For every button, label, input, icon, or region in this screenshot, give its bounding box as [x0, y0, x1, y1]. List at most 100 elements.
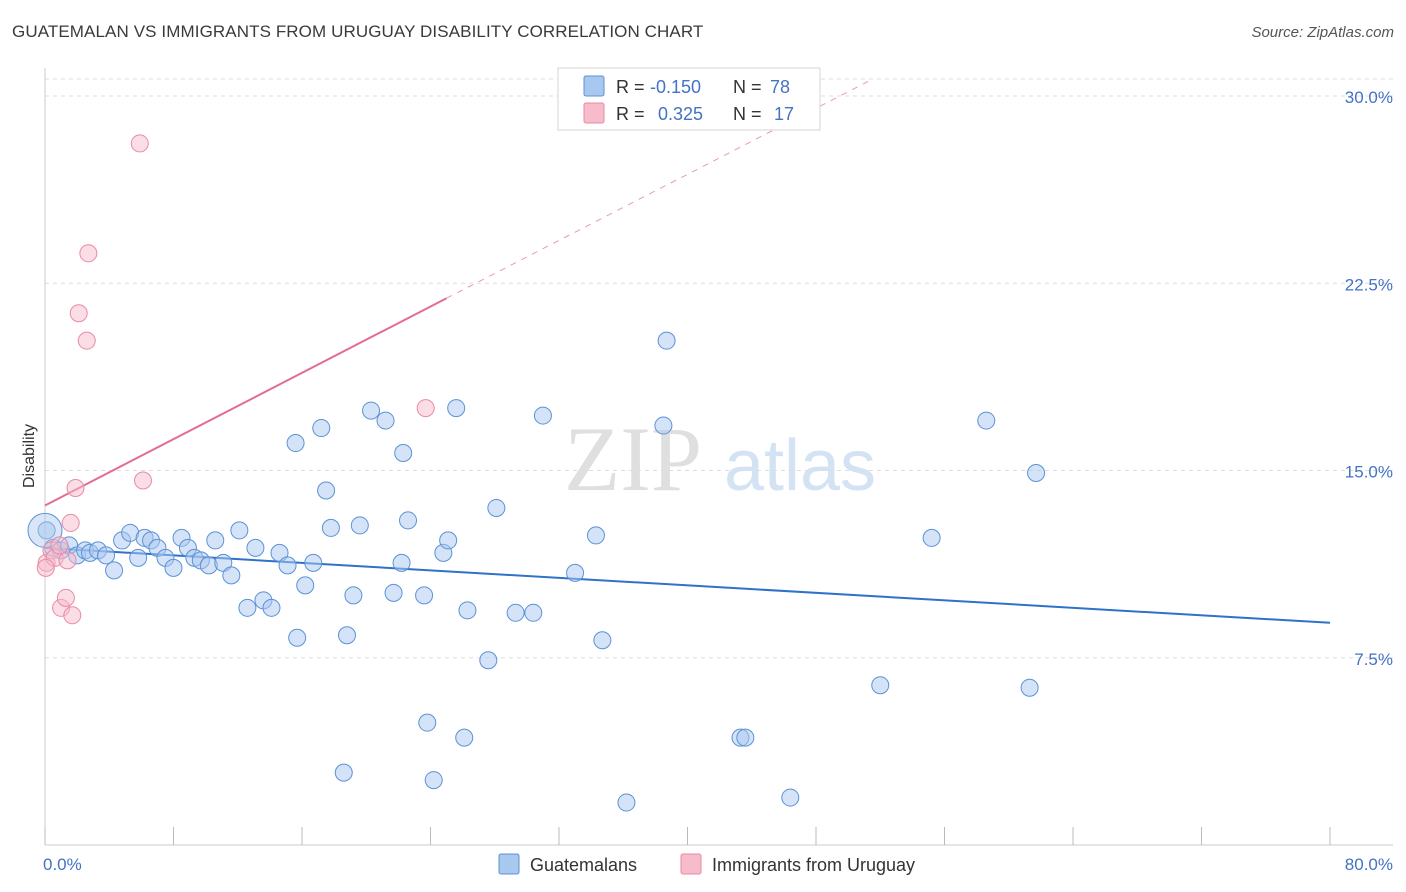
point-guatemalans — [337, 626, 356, 645]
y-axis-label: Disability — [21, 424, 38, 488]
legend-r-label-1: R = — [616, 77, 645, 97]
bottom-swatch-uruguay — [680, 853, 702, 875]
bottom-legend-uruguay: Immigrants from Uruguay — [712, 855, 915, 875]
point-guatemalans — [424, 771, 443, 790]
point-guatemalans — [278, 556, 297, 575]
point-guatemalans — [586, 526, 605, 545]
point-guatemalans — [593, 631, 612, 650]
point-guatemalans — [262, 598, 281, 617]
point-guatemalans — [1020, 678, 1039, 697]
point-guatemalans — [222, 566, 241, 585]
point-guatemalans — [1027, 463, 1046, 482]
legend-n-label-2: N = — [733, 104, 762, 124]
point-uruguay — [66, 478, 85, 497]
point-guatemalans — [334, 763, 353, 782]
legend-n-label-1: N = — [733, 77, 762, 97]
point-guatemalans — [321, 518, 340, 537]
point-uruguay — [61, 513, 80, 532]
point-guatemalans — [312, 419, 331, 438]
point-guatemalans — [286, 434, 305, 453]
point-guatemalans — [922, 528, 941, 547]
point-guatemalans — [238, 598, 257, 617]
point-uruguay — [133, 471, 152, 490]
axes — [44, 68, 1393, 846]
point-guatemalans — [394, 444, 413, 463]
legend-n-value-2: 17 — [774, 104, 794, 124]
point-guatemalans — [392, 553, 411, 572]
legend-r-label-2: R = — [616, 104, 645, 124]
point-guatemalans — [206, 531, 225, 550]
bottom-legend-guatemalans: Guatemalans — [530, 855, 637, 875]
point-guatemalans — [566, 563, 585, 582]
legend-swatch-uruguay — [583, 102, 605, 124]
trend-line-guatemalans — [44, 546, 1331, 624]
point-uruguay — [63, 606, 82, 625]
point-guatemalans — [977, 411, 996, 430]
point-guatemalans — [447, 399, 466, 418]
point-guatemalans — [246, 538, 265, 557]
source-label: Source: ZipAtlas.com — [1251, 24, 1394, 41]
bottom-swatch-guatemalans — [498, 853, 520, 875]
point-guatemalans — [230, 521, 249, 540]
point-guatemalans — [415, 586, 434, 605]
point-guatemalans — [97, 546, 116, 565]
point-guatemalans — [506, 603, 525, 622]
point-guatemalans — [362, 401, 381, 420]
y-tick-label-0: 7.5% — [1354, 650, 1393, 669]
point-uruguay — [79, 244, 98, 263]
point-guatemalans — [105, 561, 124, 580]
tick-labels: 7.5% 15.0% 22.5% 30.0% 0.0% 80.0% — [43, 88, 1393, 874]
point-guatemalans — [871, 676, 890, 695]
point-guatemalans — [524, 603, 543, 622]
point-guatemalans — [344, 586, 363, 605]
y-tick-label-2: 22.5% — [1345, 275, 1393, 294]
data-points — [27, 134, 1046, 812]
point-guatemalans — [164, 558, 183, 577]
point-guatemalans — [296, 576, 315, 595]
point-uruguay — [416, 399, 435, 418]
point-guatemalans — [439, 531, 458, 550]
watermark-atlas: atlas — [724, 426, 876, 506]
x-tick-label-max: 80.0% — [1345, 855, 1393, 874]
point-guatemalans — [418, 713, 437, 732]
point-guatemalans — [37, 521, 56, 540]
point-uruguay — [130, 134, 149, 153]
legend-r-value-1: -0.150 — [650, 77, 701, 97]
point-uruguay — [50, 536, 69, 555]
chart-title: GUATEMALAN VS IMMIGRANTS FROM URUGUAY DI… — [12, 22, 704, 41]
point-guatemalans — [617, 793, 636, 812]
trend-lines — [44, 80, 1331, 624]
point-guatemalans — [288, 628, 307, 647]
series-legend: Guatemalans Immigrants from Uruguay — [498, 853, 915, 875]
point-uruguay — [58, 551, 77, 570]
point-uruguay — [56, 588, 75, 607]
legend-r-value-2: 0.325 — [658, 104, 703, 124]
point-uruguay — [77, 331, 96, 350]
legend-swatch-guatemalans — [583, 75, 605, 97]
point-guatemalans — [376, 411, 395, 430]
trend-line-uruguay — [44, 297, 448, 507]
y-tick-label-1: 15.0% — [1345, 463, 1393, 482]
watermark: ZIP atlas — [564, 408, 876, 510]
point-guatemalans — [479, 651, 498, 670]
point-guatemalans — [384, 583, 403, 602]
grid-lines — [45, 78, 1393, 659]
watermark-zip: ZIP — [564, 408, 702, 510]
legend-n-value-1: 78 — [770, 77, 790, 97]
point-uruguay — [69, 304, 88, 323]
y-tick-label-3: 30.0% — [1345, 88, 1393, 107]
point-guatemalans — [399, 511, 418, 530]
point-guatemalans — [654, 416, 673, 435]
point-guatemalans — [487, 498, 506, 517]
correlation-legend: R = -0.150 N = 78 R = 0.325 N = 17 — [557, 67, 821, 131]
x-tick-label-min: 0.0% — [43, 855, 82, 874]
point-guatemalans — [781, 788, 800, 807]
point-guatemalans — [736, 728, 755, 747]
point-guatemalans — [458, 601, 477, 620]
point-guatemalans — [304, 553, 323, 572]
point-guatemalans — [533, 406, 552, 425]
point-guatemalans — [350, 516, 369, 535]
point-guatemalans — [317, 481, 336, 500]
point-guatemalans — [129, 548, 148, 567]
